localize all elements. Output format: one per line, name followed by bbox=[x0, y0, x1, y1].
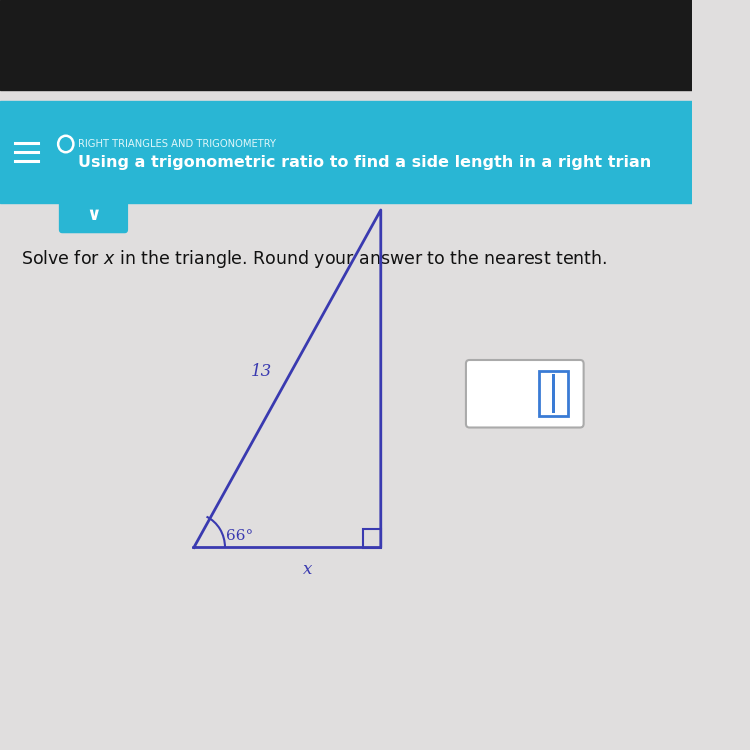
FancyBboxPatch shape bbox=[58, 197, 128, 233]
Bar bbox=[538, 371, 568, 416]
Text: 66°: 66° bbox=[226, 529, 253, 542]
Text: x: x bbox=[304, 562, 313, 578]
Text: Using a trigonometric ratio to find a side length in a right trian: Using a trigonometric ratio to find a si… bbox=[78, 155, 652, 170]
Text: RIGHT TRIANGLES AND TRIGONOMETRY: RIGHT TRIANGLES AND TRIGONOMETRY bbox=[78, 139, 276, 149]
Bar bbox=[364, 529, 381, 548]
Text: $x$ =: $x$ = bbox=[486, 385, 518, 403]
Bar bbox=[552, 374, 554, 413]
Text: 13: 13 bbox=[251, 363, 272, 380]
Text: Solve for $x$ in the triangle. Round your answer to the nearest tenth.: Solve for $x$ in the triangle. Round you… bbox=[21, 248, 607, 270]
Bar bbox=[0, 0, 692, 90]
FancyBboxPatch shape bbox=[466, 360, 584, 428]
Text: ∨: ∨ bbox=[86, 206, 100, 224]
Bar bbox=[0, 101, 692, 202]
